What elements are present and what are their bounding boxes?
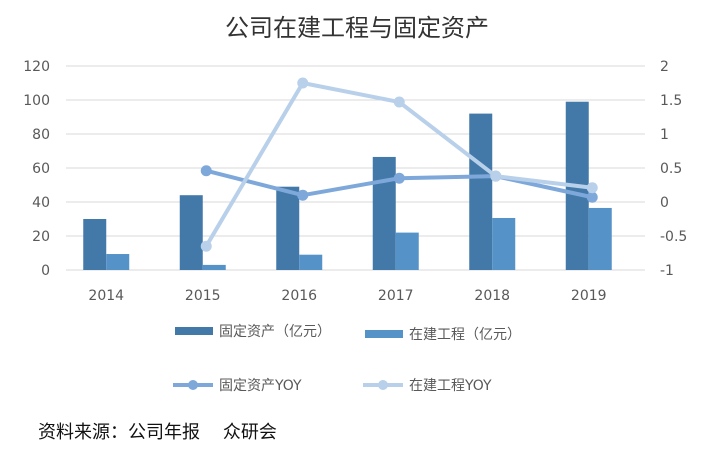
bar	[395, 232, 419, 270]
x-tick-label: 2015	[185, 288, 221, 304]
data-point	[586, 191, 598, 203]
y-left-tick-label: 120	[23, 59, 50, 75]
data-point	[393, 96, 405, 108]
y-left-tick-label: 100	[23, 93, 50, 109]
legend-item-fixed-assets: 固定资产（亿元）	[175, 321, 331, 341]
legend-swatch	[365, 330, 403, 338]
bar	[202, 264, 226, 270]
data-point	[200, 240, 212, 252]
legend-label: 固定资产YOY	[219, 378, 302, 394]
legend-swatch	[175, 327, 213, 335]
data-point	[297, 77, 309, 89]
x-tick-label: 2017	[378, 288, 414, 304]
bar	[372, 156, 396, 270]
y-right-tick-label: 2	[660, 59, 669, 75]
chart-title: 公司在建工程与固定资产	[225, 14, 489, 42]
x-tick-label: 2019	[571, 288, 607, 304]
y-right-tick-label: 0.5	[660, 161, 682, 177]
bar	[83, 219, 107, 270]
y-left-tick-label: 60	[32, 161, 50, 177]
x-tick-label: 2016	[281, 288, 317, 304]
y-left-tick-label: 20	[32, 229, 50, 245]
bar	[588, 207, 612, 270]
data-point	[586, 182, 598, 194]
legend-item-construction-yoy: 在建工程YOY	[363, 375, 492, 395]
bar	[106, 254, 130, 270]
x-tick-label: 2018	[474, 288, 510, 304]
bar	[299, 254, 323, 270]
bar	[276, 186, 300, 270]
legend-label: 在建工程YOY	[409, 378, 492, 394]
y-right-tick-label: 1	[660, 127, 669, 143]
y-right-tick-label: 0	[660, 195, 669, 211]
bar	[179, 195, 203, 270]
x-tick-label: 2014	[88, 288, 124, 304]
data-point	[490, 170, 502, 182]
y-left-tick-label: 80	[32, 127, 50, 143]
bar	[469, 113, 493, 270]
y-left-tick-label: 40	[32, 195, 50, 211]
bar	[492, 217, 516, 270]
y-right-tick-label: -0.5	[660, 229, 687, 245]
legend-item-fixed-yoy: 固定资产YOY	[173, 375, 302, 395]
source-note: 资料来源：公司年报 众研会	[38, 422, 277, 443]
legend-label: 固定资产（亿元）	[219, 324, 331, 340]
data-point	[200, 165, 212, 177]
data-point	[297, 189, 309, 201]
data-point	[393, 172, 405, 184]
legend-item-construction: 在建工程（亿元）	[365, 324, 521, 344]
y-right-tick-label: 1.5	[660, 93, 682, 109]
y-right-tick-label: -1	[660, 263, 674, 279]
y-left-tick-label: 0	[41, 263, 50, 279]
legend-label: 在建工程（亿元）	[409, 327, 521, 343]
